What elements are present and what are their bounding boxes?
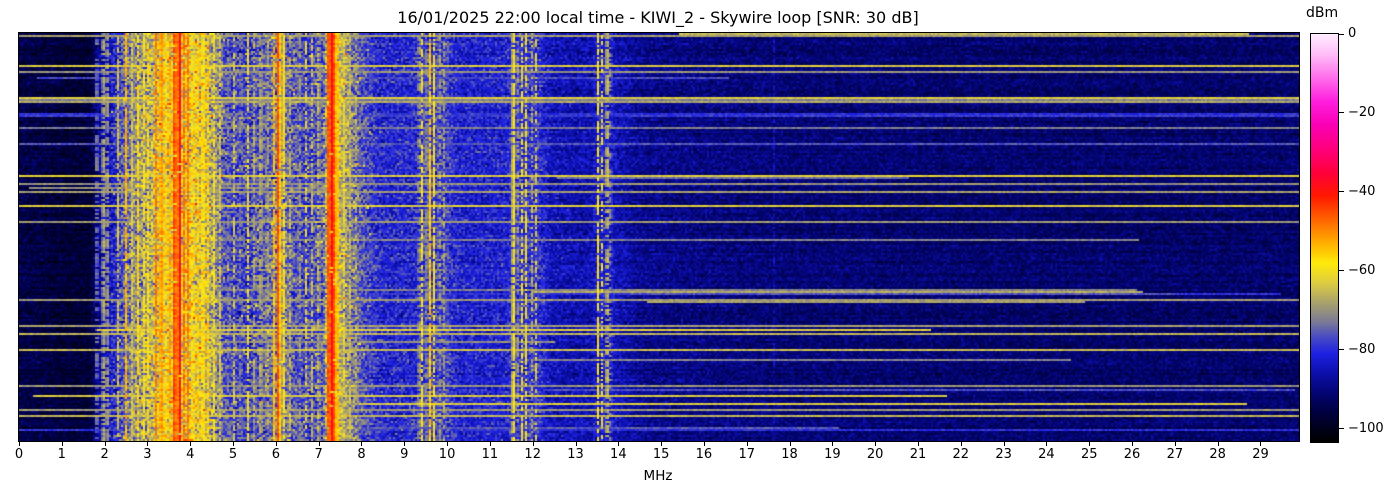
x-tick-label: 21: [909, 447, 927, 462]
x-tick-label: 8: [357, 447, 366, 462]
x-tick-label: 25: [1080, 447, 1098, 462]
colorbar-tick-label: −20: [1348, 104, 1376, 120]
x-tick-label: 5: [228, 447, 238, 462]
colorbar-tick-label: 0: [1348, 26, 1357, 41]
x-tick: [1089, 441, 1091, 446]
x-tick-label: 1: [57, 447, 66, 462]
x-tick: [703, 441, 705, 446]
colorbar-tick-label: −60: [1348, 262, 1376, 278]
colorbar-gradient-canvas: [1311, 34, 1338, 442]
x-tick: [61, 441, 63, 446]
x-tick: [532, 441, 534, 446]
colorbar-tick-label: −100: [1348, 420, 1384, 436]
colorbar-label: dBm: [1306, 5, 1339, 21]
x-tick-label: 27: [1166, 447, 1184, 462]
x-tick-label: 26: [1123, 447, 1141, 462]
x-tick-label: 0: [14, 447, 24, 462]
plot-area: [18, 32, 1300, 442]
colorbar-tick: [1339, 428, 1344, 430]
x-tick: [875, 441, 877, 446]
x-tick-label: 11: [481, 447, 499, 462]
x-tick-label: 3: [143, 447, 152, 462]
colorbar-tick: [1339, 33, 1344, 35]
x-tick-label: 24: [1038, 447, 1055, 462]
x-tick: [917, 441, 919, 446]
x-tick-label: 19: [824, 447, 841, 462]
x-tick: [1003, 441, 1005, 446]
x-tick: [661, 441, 663, 446]
x-tick-label: 16: [695, 447, 713, 462]
colorbar-tick: [1339, 191, 1344, 193]
x-tick-label: 28: [1209, 447, 1226, 462]
x-tick-label: 14: [610, 447, 627, 462]
x-tick-label: 22: [952, 447, 970, 462]
x-axis-label: MHz: [643, 468, 673, 484]
x-tick: [447, 441, 449, 446]
x-tick-label: 20: [866, 447, 884, 462]
x-tick: [789, 441, 791, 446]
x-tick: [489, 441, 491, 446]
x-tick: [960, 441, 962, 446]
x-tick-label: 13: [567, 447, 584, 462]
x-tick: [1217, 441, 1219, 446]
x-tick: [361, 441, 363, 446]
x-tick: [618, 441, 620, 446]
x-tick: [832, 441, 834, 446]
spectrogram-canvas: [19, 33, 1299, 441]
colorbar-tick: [1339, 349, 1344, 351]
x-tick: [190, 441, 192, 446]
x-tick-label: 29: [1252, 447, 1269, 462]
colorbar-tick-label: −80: [1348, 341, 1376, 357]
x-tick: [404, 441, 406, 446]
x-tick: [104, 441, 106, 446]
colorbar-tick: [1339, 270, 1344, 272]
x-tick: [1260, 441, 1262, 446]
x-tick-label: 4: [186, 447, 195, 462]
x-tick-label: 23: [995, 447, 1012, 462]
x-tick-label: 9: [400, 447, 409, 462]
x-tick: [1132, 441, 1134, 446]
x-tick: [575, 441, 577, 446]
x-tick-label: 2: [100, 447, 109, 462]
x-tick: [746, 441, 748, 446]
x-tick-label: 18: [781, 447, 798, 462]
colorbar-tick-label: −40: [1348, 183, 1376, 199]
colorbar: [1310, 33, 1339, 443]
chart-title: 16/01/2025 22:00 local time - KIWI_2 - S…: [397, 8, 919, 27]
x-tick-label: 6: [271, 447, 280, 462]
x-tick-label: 12: [524, 447, 541, 462]
x-tick: [19, 441, 20, 446]
x-tick-label: 7: [314, 447, 323, 462]
x-tick: [318, 441, 320, 446]
x-tick: [147, 441, 149, 446]
x-tick: [1046, 441, 1048, 446]
x-tick-label: 17: [738, 447, 756, 462]
x-tick-label: 15: [652, 447, 670, 462]
x-tick: [275, 441, 277, 446]
colorbar-tick: [1339, 112, 1344, 114]
x-tick-label: 10: [438, 447, 456, 462]
x-tick: [233, 441, 235, 446]
x-tick: [1174, 441, 1176, 446]
